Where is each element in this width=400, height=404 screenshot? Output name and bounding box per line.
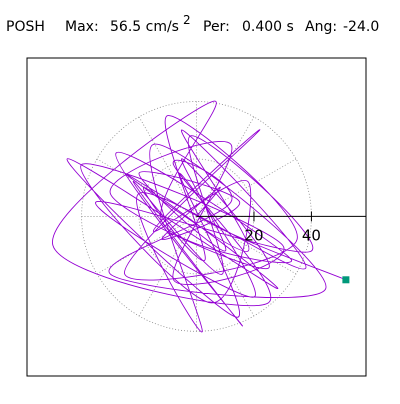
per-value: 0.400 s [242,19,294,35]
max-label: Max: [65,19,99,35]
polar-spoke [196,158,297,217]
max-exponent: 2 [183,13,191,27]
polar-spoke [96,158,197,217]
polar-spoke [196,116,255,217]
x-tick-label: 40 [302,226,321,244]
trace [52,100,347,333]
polar-spoke [96,216,197,275]
ang-label: Ang: [305,19,337,35]
ang-value: -24.0 [343,19,379,35]
per-label: Per: [203,19,230,35]
plot-frame [26,57,367,377]
polar-spoke [138,116,197,217]
station: POSH [6,19,45,35]
end-marker [342,276,350,284]
polar-spoke [138,216,197,317]
polar-spoke [196,216,297,275]
x-tick-label: 20 [244,226,263,244]
max-value: 56.5 cm/s [110,19,179,35]
polar-spoke [196,216,255,317]
